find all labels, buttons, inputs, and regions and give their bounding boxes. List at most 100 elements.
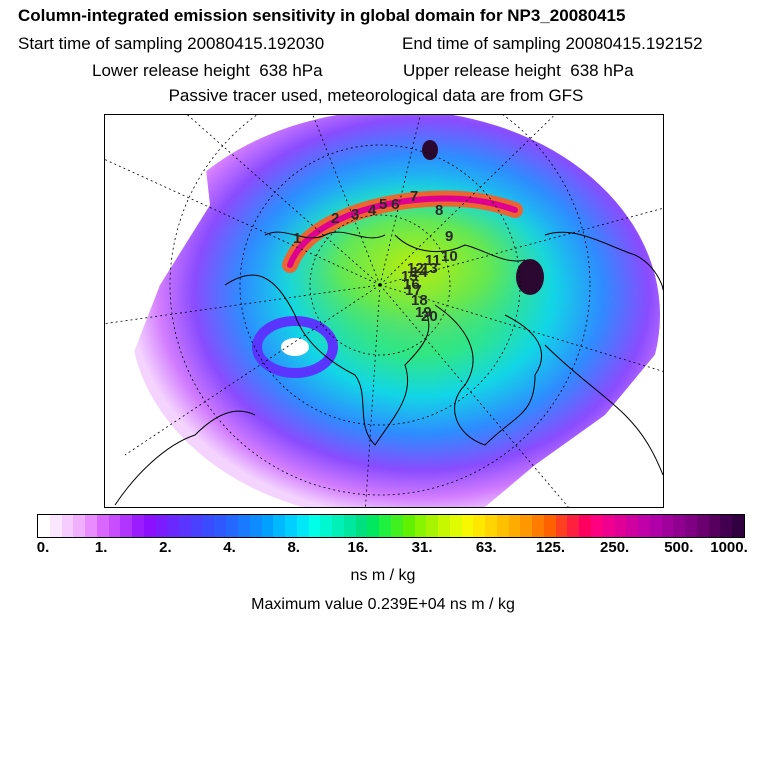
colorbar-segment xyxy=(273,515,286,537)
colorbar-segment xyxy=(696,515,709,537)
colorbar-tick-label: 2. xyxy=(159,539,172,556)
colorbar-tick-label: 250. xyxy=(600,539,630,556)
colorbar-segment xyxy=(543,515,556,537)
colorbar-segment xyxy=(343,515,356,537)
trajectory-label-19: 19 xyxy=(415,304,432,321)
colorbar-segment xyxy=(579,515,591,537)
colorbar-segment xyxy=(626,515,639,537)
trajectory-label-5: 5 xyxy=(379,196,387,213)
colorbar-segment xyxy=(414,515,427,537)
trajectory-label-12: 12 xyxy=(407,260,424,277)
colorbar-segment xyxy=(496,515,509,537)
colorbar-segment xyxy=(649,515,662,537)
emission-sensitivity-map: 1 2 3 4 5 6 7 8 9 10 11 12 13 14 15 16 1… xyxy=(104,114,664,508)
colorbar-segment xyxy=(332,515,344,537)
colorbar-segment xyxy=(355,515,368,537)
colorbar-segment xyxy=(226,515,239,537)
colorbar-unit: ns m / kg xyxy=(350,567,416,584)
colorbar-segment xyxy=(214,515,227,537)
colorbar-segment xyxy=(438,515,450,537)
trajectory-label-4: 4 xyxy=(368,202,377,219)
colorbar-segment xyxy=(614,515,627,537)
colorbar-segment xyxy=(685,515,697,537)
trajectory-label-17: 17 xyxy=(405,282,422,299)
swirl-feature xyxy=(252,316,338,378)
colorbar-segment xyxy=(720,515,733,537)
trajectory-label-8: 8 xyxy=(435,202,443,219)
hotspot-east xyxy=(516,259,544,295)
colorbar-segment xyxy=(555,515,568,537)
colorbar-segment xyxy=(73,515,86,537)
colorbar-segment xyxy=(202,515,215,537)
trajectory-label-16: 16 xyxy=(403,276,420,293)
colorbar-segment xyxy=(708,515,721,537)
colorbar-segment xyxy=(108,515,121,537)
colorbar-segment xyxy=(473,515,486,537)
colorbar-segment xyxy=(567,515,580,537)
low-sensitivity-area-bottom-right xyxy=(485,345,663,507)
trajectory-label-2: 2 xyxy=(331,210,339,227)
map-svg: 1 2 3 4 5 6 7 8 9 10 11 12 13 14 15 16 1… xyxy=(105,115,663,507)
colorbar-segment xyxy=(238,515,250,537)
colorbar-segment xyxy=(402,515,415,537)
colorbar-segment xyxy=(85,515,97,537)
colorbar-tick-label: 1000. xyxy=(710,539,748,556)
colorbar-segment xyxy=(602,515,615,537)
colorbar-segment xyxy=(179,515,191,537)
colorbar-segment xyxy=(673,515,686,537)
colorbar-segment xyxy=(296,515,309,537)
colorbar-segment xyxy=(49,515,62,537)
meridian-lines xyxy=(105,115,663,507)
low-sensitivity-area-left xyxy=(105,115,210,385)
colorbar-tick-label: 31. xyxy=(411,539,433,556)
colorbar-segment xyxy=(143,515,156,537)
colorbar-tick-label: 63. xyxy=(475,539,497,556)
trajectory-label-15: 15 xyxy=(401,268,418,285)
colorbar-segment xyxy=(732,515,744,537)
colorbar-segment xyxy=(590,515,603,537)
coastlines xyxy=(114,231,663,506)
colorbar-segment xyxy=(167,515,180,537)
colorbar-segment xyxy=(638,515,650,537)
trajectory-label-10: 10 xyxy=(441,248,458,265)
colorbar-segment xyxy=(449,515,462,537)
colorbar-tick-label: 4. xyxy=(223,539,236,556)
colorbar-segment xyxy=(520,515,533,537)
swirl-core xyxy=(281,338,309,356)
colorbar-segment xyxy=(661,515,674,537)
colorbar-segment xyxy=(508,515,521,537)
trajectory-label-1: 1 xyxy=(293,230,301,247)
colorbar xyxy=(37,514,745,538)
latitude-circles xyxy=(169,115,591,496)
colorbar-segment xyxy=(190,515,203,537)
trajectory-label-7: 7 xyxy=(410,188,418,205)
trajectory-label-20: 20 xyxy=(421,308,438,325)
trajectory-label-14: 14 xyxy=(411,264,428,281)
start-time-text: Start time of sampling 20080415.192030 xyxy=(18,34,325,53)
colorbar-tick-label: 16. xyxy=(347,539,369,556)
end-time-text: End time of sampling 20080415.192152 xyxy=(402,34,703,53)
upper-height-text: Upper release height 638 hPa xyxy=(403,61,634,80)
colorbar-segment xyxy=(390,515,403,537)
trajectory-label-6: 6 xyxy=(391,196,399,213)
colorbar-tick-label: 8. xyxy=(287,539,300,556)
colorbar-tick-label: 500. xyxy=(664,539,694,556)
low-sensitivity-area-top-right xyxy=(585,115,663,225)
colorbar-segment xyxy=(61,515,74,537)
tracer-note-text: Passive tracer used, meteorological data… xyxy=(168,86,584,105)
colorbar-segment xyxy=(261,515,274,537)
lower-height-text: Lower release height 638 hPa xyxy=(92,61,323,80)
plot-title: Column-integrated emission sensitivity i… xyxy=(18,6,626,25)
colorbar-segment xyxy=(132,515,144,537)
colorbar-segment xyxy=(379,515,391,537)
trajectory-label-3: 3 xyxy=(351,206,359,223)
colorbar-segment xyxy=(426,515,439,537)
colorbar-segment xyxy=(461,515,474,537)
colorbar-segment xyxy=(249,515,262,537)
trajectory-label-11: 11 xyxy=(425,252,441,269)
trajectory-core xyxy=(287,195,518,268)
colorbar-segment xyxy=(308,515,321,537)
colorbar-segment xyxy=(155,515,168,537)
colorbar-segment xyxy=(38,515,50,537)
colorbar-tick-label: 125. xyxy=(535,539,566,556)
